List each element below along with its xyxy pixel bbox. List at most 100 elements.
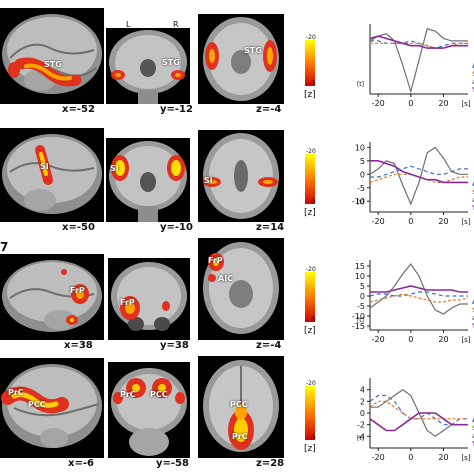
x-tick-label: 20 — [438, 217, 448, 226]
series-line-aslp — [369, 28, 468, 94]
slice-coordinate: x=38 — [64, 340, 93, 351]
x-tick-label: -20 — [372, 217, 385, 226]
y-tick-label: 15 — [355, 262, 365, 271]
y-axis-label: [t] — [357, 317, 364, 324]
brain-slice-axial: PCC PrC — [198, 356, 284, 458]
y-tick-label: 0 — [360, 409, 365, 418]
slice-coordinate: x=-52 — [62, 104, 95, 115]
timecourse-chart-1: -20 0 20 [s] [t] AMPSLPaSLPTEMP — [357, 24, 474, 108]
region-label: PCC — [28, 400, 46, 409]
y-axis-label: [t] — [357, 81, 364, 88]
series-line-temp — [370, 160, 468, 184]
y-tick-label: 5 — [360, 157, 365, 166]
x-tick-label: 20 — [438, 99, 448, 108]
series-line-slp — [369, 400, 468, 420]
region-label: STG — [244, 46, 262, 55]
x-tick-label: 0 — [408, 453, 413, 462]
legend-entry-amp: AMP — [472, 62, 474, 70]
y-tick-label: -5 — [357, 184, 365, 193]
colorbar-min-label: -5 — [310, 316, 316, 323]
region-label: STG — [162, 58, 180, 67]
slice-coordinate: y=-12 — [160, 104, 193, 115]
row-2: SI x=-50 SI y=-10 — [0, 118, 474, 236]
brain-slice-sagittal: SI — [0, 128, 104, 222]
timecourse-chart-2: -20 0 20 [s] -10 -5 0 5 10 [t] AMPSLPaSLPTEMP — [352, 142, 474, 226]
row-1: STG x=-52 STG y=-12 — [0, 0, 474, 118]
panel-label-7: 7 — [0, 240, 9, 254]
region-label: FrP — [70, 286, 85, 295]
y-tick-label: -4 — [357, 432, 365, 441]
region-label: SI — [204, 176, 213, 185]
series-line-aslp — [369, 146, 468, 206]
x-tick-label: 20 — [438, 335, 448, 344]
series-line-aslp — [369, 262, 468, 315]
region-label: SI — [110, 164, 119, 173]
region-label: STG — [44, 60, 62, 69]
slice-coordinate: z=28 — [256, 458, 285, 469]
colorbar-min-label: -5 — [310, 80, 316, 87]
y-tick-label: -5 — [357, 302, 365, 311]
colorbar-unit: [z] — [304, 326, 316, 336]
x-tick-label: -20 — [372, 453, 385, 462]
region-label: PCC — [150, 390, 168, 399]
colorbar-min-label: -5 — [310, 434, 316, 441]
orientation-left-label: L — [126, 20, 131, 29]
brain-slice-coronal: STG — [106, 28, 190, 104]
brain-slice-sagittal: FrP — [0, 254, 104, 340]
y-tick-label: 5 — [360, 282, 365, 291]
series-line-temp — [369, 35, 468, 49]
series-line-amp — [370, 40, 468, 49]
y-tick-label: 0 — [360, 292, 365, 301]
colorbar-unit: [z] — [304, 444, 316, 454]
timecourse-plot-1: -20 0 20 [s] [t] AMPSLPaSLPTEMP — [330, 0, 474, 118]
region-label: PrC — [120, 390, 136, 399]
slice-coordinate: y=-10 — [160, 222, 193, 233]
colorbar-max-label: -20 — [306, 380, 316, 387]
legend-entry-temp: TEMP — [472, 86, 474, 94]
brain-slice-coronal: PrC PCC — [108, 362, 190, 458]
region-label: FrP — [208, 256, 223, 265]
colorbar — [305, 386, 315, 440]
x-unit-label: [s] — [461, 454, 470, 462]
brain-slice-coronal: SI — [106, 138, 190, 222]
legend-entry-aslp: aSLP — [472, 78, 474, 86]
x-tick-label: 0 — [408, 335, 413, 344]
x-unit-label: [s] — [461, 218, 470, 226]
region-label: FrP — [120, 298, 135, 307]
y-tick-label: 10 — [355, 143, 365, 152]
series-line-slp — [369, 293, 469, 303]
region-label: PrC — [232, 432, 248, 441]
slice-coordinate: z=14 — [256, 222, 285, 233]
brain-slice-sagittal: PrC PCC — [0, 358, 104, 458]
x-unit-label: [s] — [461, 336, 470, 344]
region-label: AIC — [218, 274, 234, 283]
y-tick-label: -15 — [352, 322, 365, 331]
y-tick-label: -10 — [352, 197, 365, 206]
colorbar-max-label: -20 — [306, 34, 316, 41]
colorbar-unit: [z] — [304, 208, 316, 218]
region-label: SI — [40, 162, 49, 171]
colorbar-unit: [z] — [304, 90, 316, 100]
y-tick-label: -2 — [357, 421, 365, 430]
y-tick-label: 10 — [355, 272, 365, 281]
legend-entry-slp: SLP — [472, 70, 474, 78]
y-tick-label: 4 — [360, 386, 365, 395]
brain-slice-axial: STG — [198, 14, 284, 104]
orientation-right-label: R — [173, 20, 179, 29]
y-axis-label: [t] — [357, 435, 364, 442]
colorbar — [305, 154, 315, 204]
row-4: PrC PCC x=-6 PrC PCC y=-58 — [0, 354, 474, 472]
brain-slice-axial: SI — [198, 130, 284, 222]
colorbar-min-label: -5 — [310, 198, 316, 205]
timecourse-plot-2: -20 0 20 [s] -10 -5 0 5 10 [t] AMPSLPaSLPTEMP — [330, 118, 474, 236]
legend-entry-slp: SLP — [472, 188, 474, 196]
legend-entry-slp: SLP — [472, 306, 474, 314]
legend-entry-aslp: aSLP — [472, 314, 474, 322]
slice-coordinate: y=-58 — [156, 458, 189, 469]
y-tick-label: 0 — [360, 170, 365, 179]
region-label: PrC — [8, 388, 24, 397]
x-tick-label: -20 — [372, 99, 385, 108]
